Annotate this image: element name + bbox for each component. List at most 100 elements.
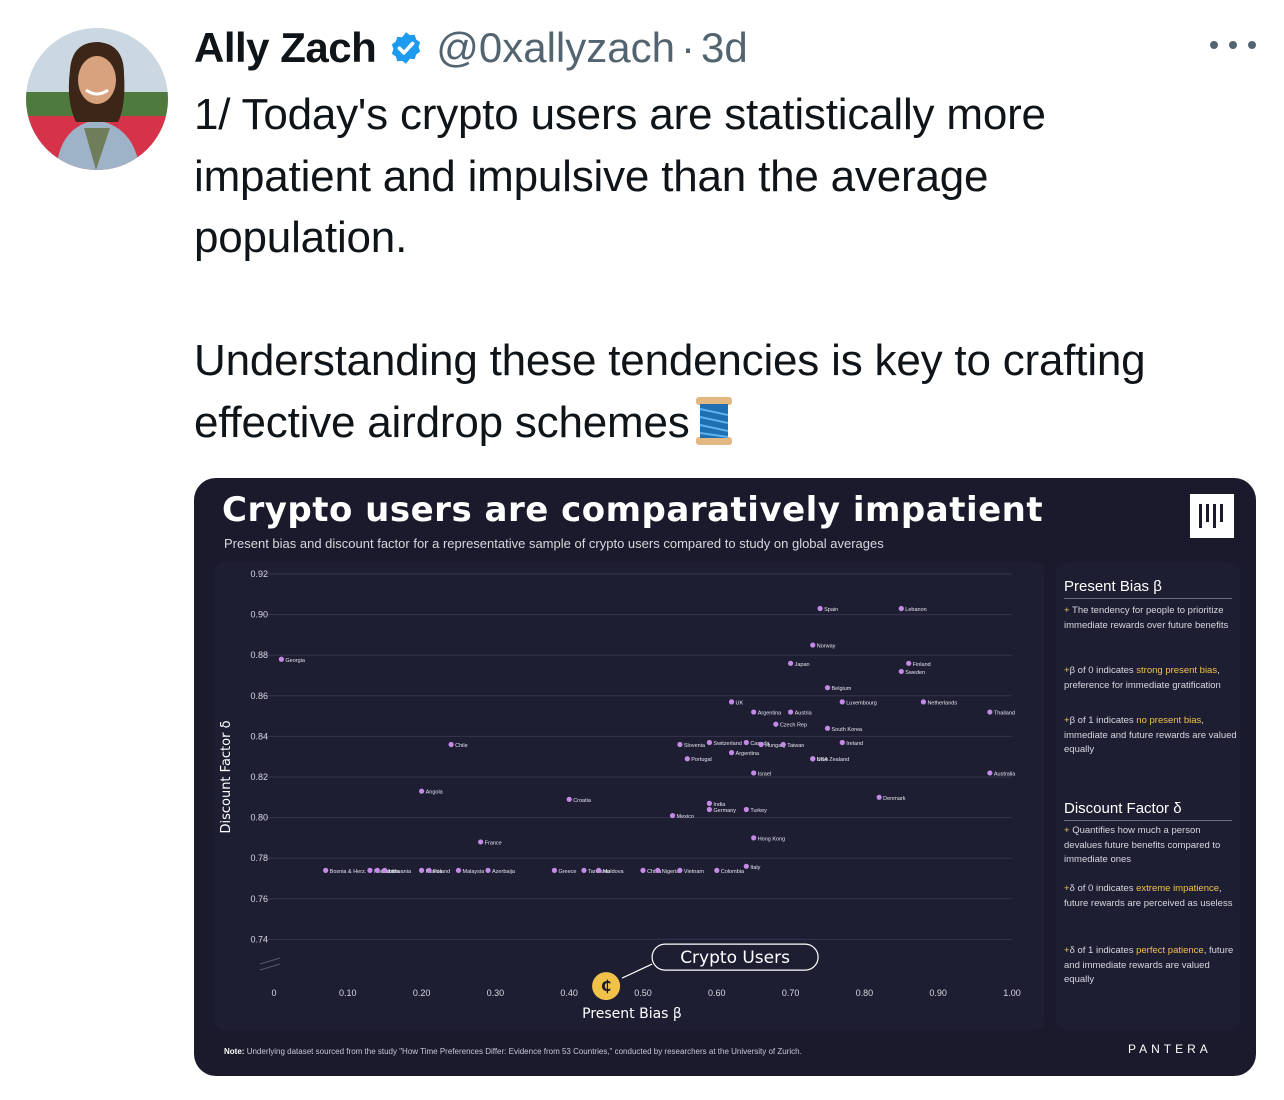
data-point [677,741,683,748]
data-point-label: Nigeria [662,869,680,875]
tweet-header: Ally Zach @0xallyzach · 3d [194,22,748,74]
y-axis-label: Discount Factor δ [219,720,234,833]
data-point [485,867,491,873]
tweet-line: 1/ Today's crypto users are statisticall… [194,90,1046,139]
data-point [751,835,757,841]
x-tick-label: 0.70 [782,988,800,998]
data-point-label: Mexico [677,814,694,820]
data-point-label: Hong Kong [758,836,786,842]
data-point [920,699,927,705]
data-point [581,867,587,873]
y-tick-label: 0.90 [250,610,268,620]
chart-title: Crypto users are comparatively impatient [222,490,1044,530]
tweet-text: 1/ Today's crypto users are statisticall… [194,84,1274,453]
data-point-label: New Zealand [817,757,849,763]
data-point [839,739,845,746]
more-dot [1210,41,1218,49]
scatter-plot: 0.92 0.90 0.88 0.86 0.84 0.82 0.80 0.78 0.76 0.74… [214,562,1044,1030]
data-point [788,709,794,715]
data-point-label: Portugal [691,757,712,763]
more-options-icon[interactable] [1210,30,1256,60]
tweet-line-text: effective airdrop schemes [194,397,690,447]
data-point-label: Argentina [736,751,760,757]
data-point-label: Hungary [765,743,786,749]
display-name[interactable]: Ally Zach [194,24,377,71]
x-tick-label: 0.90 [929,988,947,998]
data-point [706,806,713,813]
discount-factor-item: +δ of 1 indicates perfect patience, futu… [1064,945,1234,985]
divider [1064,598,1232,599]
y-tick-label: 0.74 [250,934,268,944]
data-point-label: Netherlands [927,700,957,706]
data-point-label: Angola [426,790,444,796]
data-point [817,605,823,612]
present-bias-item: +β of 1 indicates no present bias, immed… [1064,715,1237,755]
data-point [596,867,602,873]
y-tick-label: 0.92 [250,569,268,579]
more-dot [1248,41,1256,49]
avatar[interactable] [26,28,168,170]
data-point-label: Austria [795,711,813,717]
data-point [728,750,735,756]
data-point-label: Turkey [750,808,767,814]
scatter-chart: 0.92 0.90 0.88 0.86 0.84 0.82 0.80 0.78 0.76 0.74… [219,569,1021,1022]
data-point [839,699,845,705]
data-point [655,867,661,873]
data-point-label: Estonia [381,869,400,875]
data-point [743,739,749,746]
data-point [898,605,904,612]
data-point-label: France [485,840,502,846]
data-point [455,867,462,873]
data-point [448,741,454,748]
data-point [714,867,720,873]
discount-factor-item: +δ of 0 indicates extreme impatience, fu… [1064,883,1233,909]
x-tick-label: 0.10 [339,988,357,998]
data-point-label: Germany [713,808,736,814]
data-point-label: Colombia [721,869,745,875]
data-point [780,741,786,748]
y-tick-label: 0.88 [250,650,268,660]
data-point [810,756,816,762]
data-point [419,788,425,794]
data-point [728,699,735,705]
data-point-label: Vietnam [684,869,704,875]
tweet-line: impatient and impulsive than the average [194,151,989,201]
data-point [566,796,572,802]
chart-image-card[interactable]: Crypto users are comparatively impatient… [194,478,1256,1076]
data-point [367,867,373,873]
separator-dot: · [680,24,695,71]
data-point-label: Russia [426,869,444,875]
y-tick-label: 0.80 [250,813,268,823]
data-point [876,794,882,800]
discount-factor-item: + Quantifies how much a person devalues … [1064,825,1221,865]
user-handle[interactable]: @0xallyzach [436,24,675,71]
tweet-line: effective airdrop schemes [194,392,1274,454]
data-point [382,867,388,873]
data-point-label: Chile [455,743,468,749]
y-tick-label: 0.82 [250,772,268,782]
data-point-label: Italy [750,865,760,871]
data-point-label: Switzerland [713,741,741,747]
x-axis-label: Present Bias β [582,1006,682,1022]
x-tick-label: 0 [271,988,276,998]
data-point-label: Thailand [994,711,1015,717]
brand-wordmark: PANTERA [1128,1042,1212,1056]
data-point-label: Australia [994,771,1016,777]
data-point-label: Luxembourg [846,700,877,706]
data-point [640,867,646,873]
y-tick-label: 0.76 [250,894,268,904]
data-point-label: Poland [433,869,450,875]
data-point-label: Argentina [758,711,782,717]
crypto-coin-icon: ₵ [601,977,611,995]
data-point [743,863,749,869]
spool-of-thread-emoji [695,396,732,445]
more-dot [1229,41,1237,49]
data-point [773,721,779,727]
data-point [706,800,713,806]
divider [1064,820,1232,821]
data-point [906,660,912,666]
data-point-label: Japan [795,662,810,668]
data-point-label: Slovenia [684,743,706,749]
data-point [743,806,749,813]
timestamp[interactable]: 3d [700,24,748,71]
